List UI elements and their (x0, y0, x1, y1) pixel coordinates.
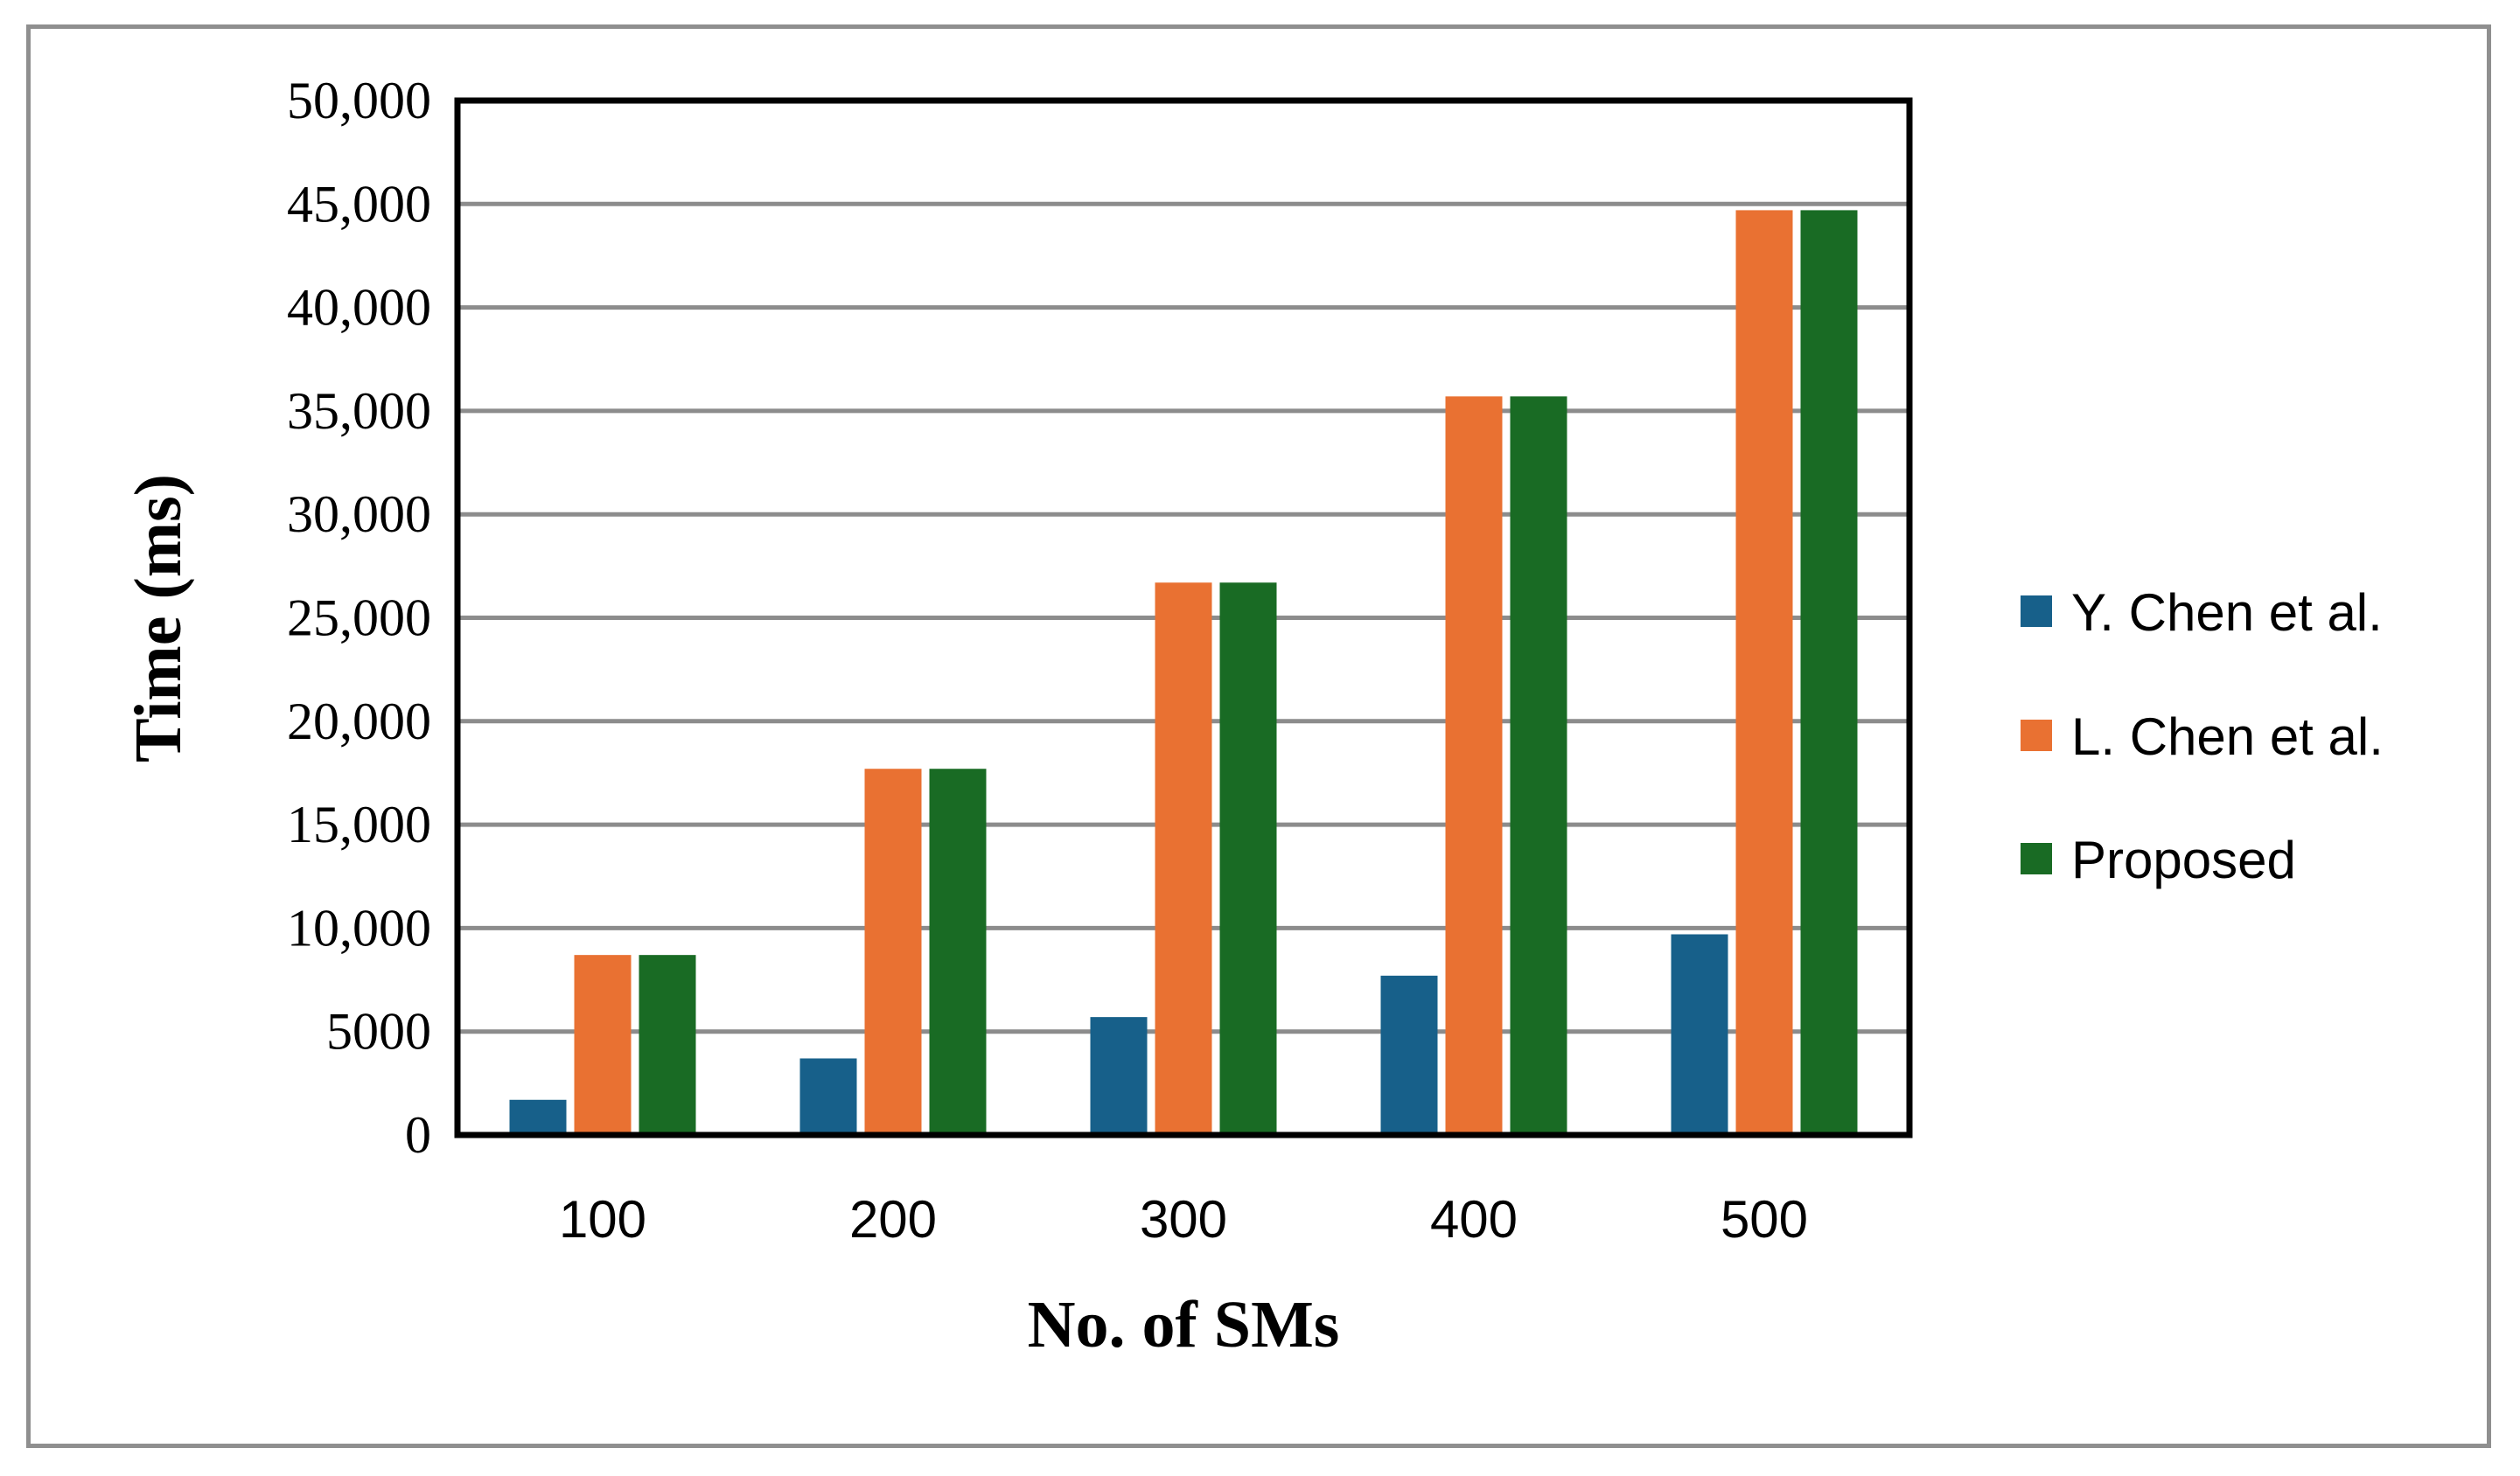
bar (1671, 934, 1728, 1135)
bar (509, 1099, 567, 1135)
bars (509, 210, 1858, 1136)
bar (574, 955, 632, 1135)
bar (1380, 975, 1438, 1135)
legend: Y. Chen et al. L. Chen et al. Proposed (2021, 583, 2384, 889)
bar (1090, 1017, 1148, 1135)
bar (799, 1058, 857, 1135)
bar (1219, 582, 1277, 1135)
y-tick-label: 45,000 (287, 175, 431, 233)
y-tick-label: 10,000 (287, 899, 431, 957)
x-tick-label: 100 (559, 1190, 646, 1249)
x-tick-label: 500 (1721, 1190, 1808, 1249)
bar (1155, 582, 1212, 1135)
legend-swatch (2021, 843, 2052, 874)
y-axis-title: Time (ms) (122, 474, 195, 762)
x-tick-label: 200 (849, 1190, 937, 1249)
bar (1445, 396, 1503, 1135)
y-tick-label: 15,000 (287, 796, 431, 853)
legend-label: Y. Chen et al. (2071, 583, 2383, 642)
y-tick-label: 35,000 (287, 382, 431, 440)
y-axis-ticks: 0 5000 10,000 15,000 20,000 25,000 30,000 35,00… (287, 72, 431, 1164)
legend-swatch (2021, 720, 2052, 751)
legend-label: Proposed (2071, 831, 2296, 889)
x-tick-label: 400 (1430, 1190, 1518, 1249)
y-tick-label: 5000 (326, 1003, 431, 1061)
y-tick-label: 20,000 (287, 693, 431, 750)
x-tick-label: 300 (1140, 1190, 1227, 1249)
y-tick-label: 40,000 (287, 279, 431, 337)
legend-label: L. Chen et al. (2071, 707, 2384, 766)
bar (929, 769, 987, 1135)
y-tick-label: 0 (405, 1106, 431, 1164)
plot-border (454, 97, 1913, 1138)
x-axis-title: No. of SMs (1028, 1288, 1340, 1361)
bar (1735, 210, 1793, 1136)
y-tick-label: 50,000 (287, 72, 431, 129)
x-axis-ticks: 100 200 300 400 500 (559, 1190, 1808, 1249)
y-tick-label: 30,000 (287, 485, 431, 543)
legend-swatch (2021, 595, 2052, 627)
bar (1510, 396, 1567, 1135)
y-tick-label: 25,000 (287, 589, 431, 647)
bar (1800, 210, 1858, 1136)
bar (864, 769, 922, 1135)
chart-frame (26, 24, 2491, 1448)
bar (639, 955, 696, 1135)
